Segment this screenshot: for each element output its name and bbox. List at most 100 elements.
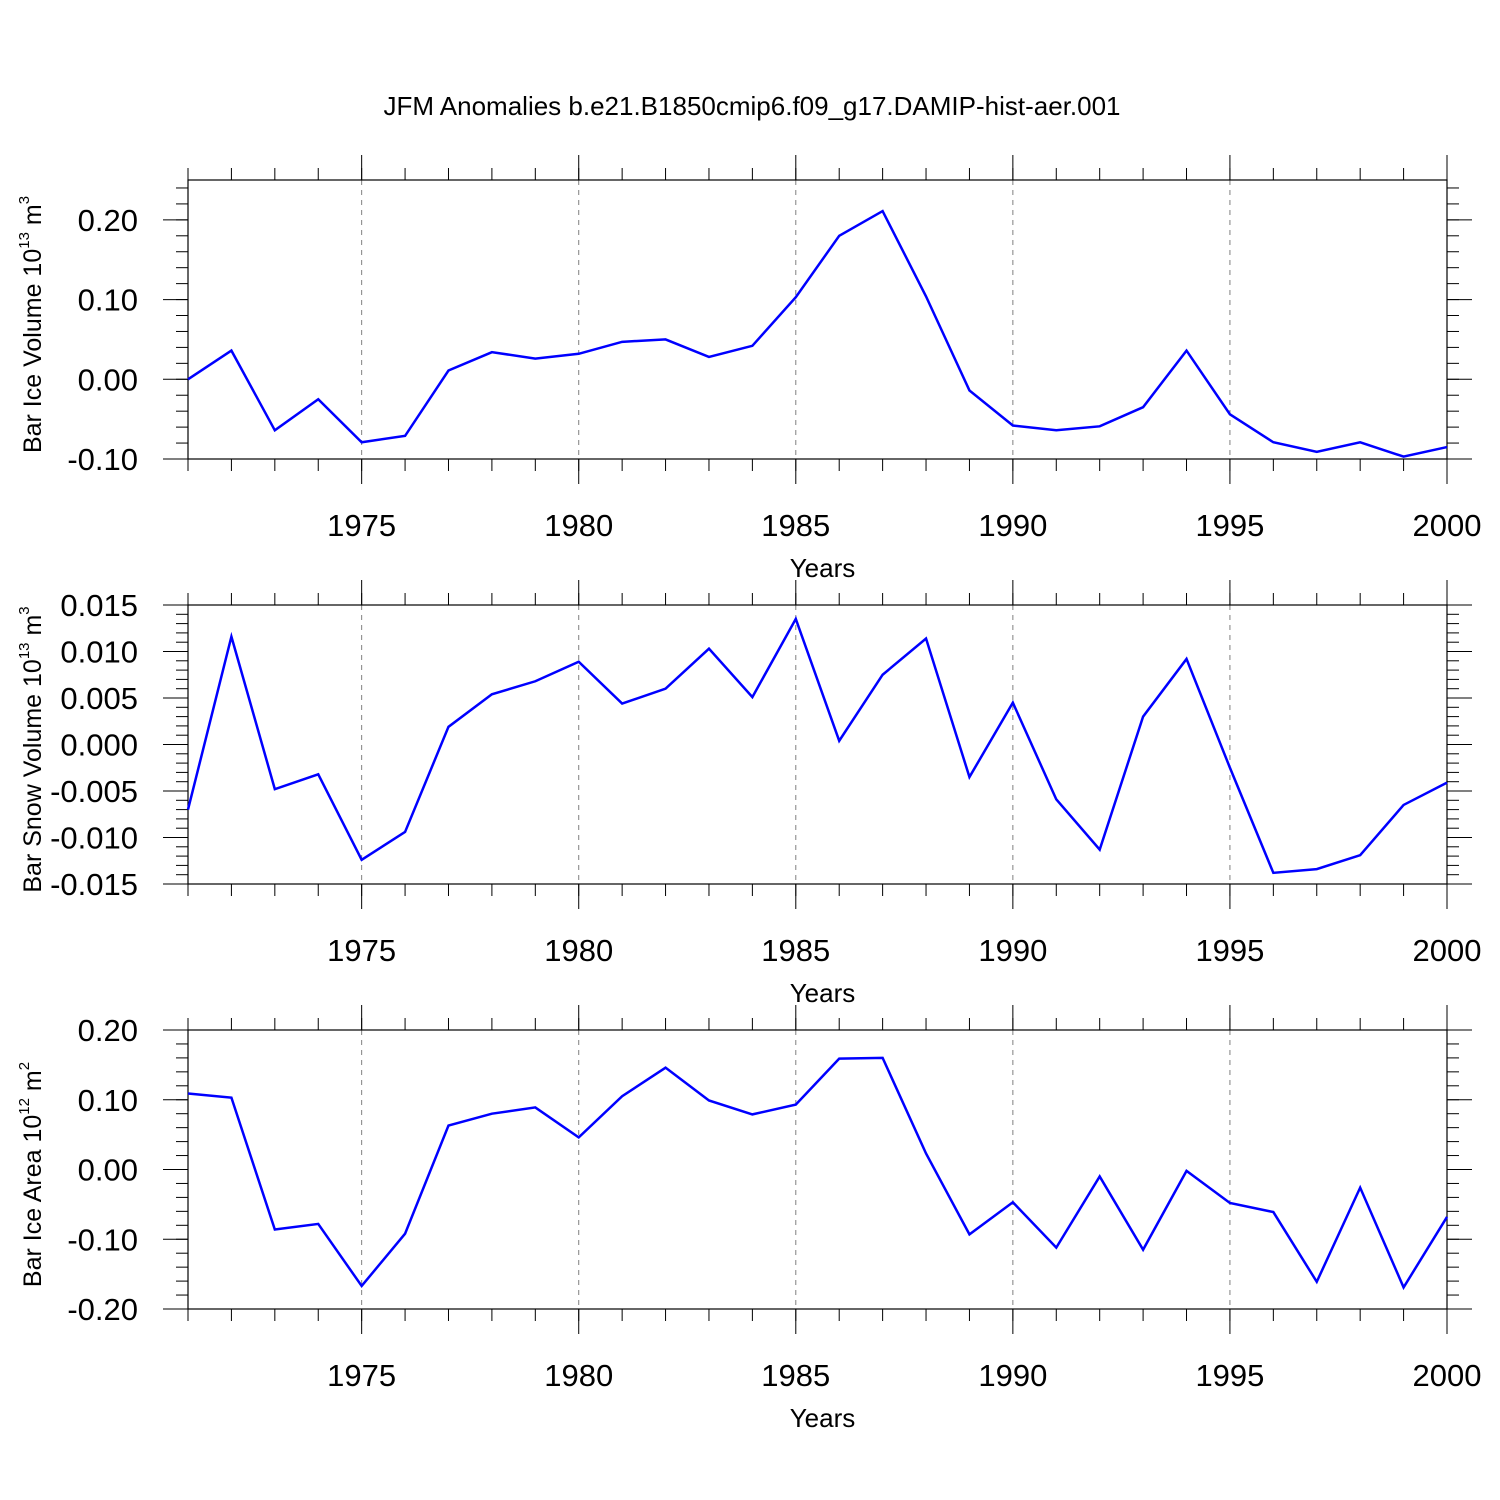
y-axis-label-exponent: 13 xyxy=(16,642,33,659)
x-axis-label: Years xyxy=(790,978,856,1008)
data-point xyxy=(1315,867,1319,871)
data-point xyxy=(1402,803,1406,807)
data-point xyxy=(577,1135,581,1139)
data-point xyxy=(1445,1215,1449,1219)
x-tick-label: 1985 xyxy=(761,508,830,543)
y-tick-label: 0.00 xyxy=(78,1153,138,1188)
data-point xyxy=(186,377,190,381)
data-point xyxy=(1011,424,1015,428)
data-point xyxy=(1358,853,1362,857)
y-axis-label: Bar Snow Volume 1013 m3 xyxy=(16,606,47,892)
y-tick-label: -0.015 xyxy=(50,867,138,902)
data-point xyxy=(533,679,537,683)
data-point xyxy=(1228,412,1232,416)
x-tick-label: 1995 xyxy=(1195,508,1264,543)
x-tick-label: 2000 xyxy=(1413,933,1482,968)
data-point xyxy=(707,1098,711,1102)
data-point xyxy=(750,695,754,699)
data-point xyxy=(750,1112,754,1116)
data-point xyxy=(620,340,624,344)
panel-snow-volume: -0.015 -0.010 -0.005 0.000 0.005 0.010 0.015 1… xyxy=(16,580,1481,1008)
y-tick-label: -0.10 xyxy=(67,1222,138,1257)
data-point xyxy=(1141,715,1145,719)
data-point xyxy=(360,1284,364,1288)
y-tick-label: 0.005 xyxy=(60,681,138,716)
data-point xyxy=(794,617,798,621)
data-point xyxy=(1402,455,1406,459)
data-point xyxy=(533,1105,537,1109)
data-point xyxy=(620,1094,624,1098)
data-point xyxy=(837,234,841,238)
data-point xyxy=(1054,428,1058,432)
data-point xyxy=(1271,871,1275,875)
data-point xyxy=(1315,1280,1319,1284)
data-point xyxy=(881,673,885,677)
data-point xyxy=(1185,349,1189,353)
panel-ice-volume: -0.10 0.00 0.10 0.20 1975 1980 1985 1990 1995 20… xyxy=(16,155,1481,583)
data-point xyxy=(1271,440,1275,444)
y-tick-label: 0.20 xyxy=(78,203,138,238)
chart-title: JFM Anomalies b.e21.B1850cmip6.f09_g17.D… xyxy=(383,91,1120,121)
x-tick-label: 1990 xyxy=(978,933,1047,968)
plot-frame xyxy=(187,179,1448,460)
data-point xyxy=(533,357,537,361)
data-point xyxy=(1358,1186,1362,1190)
data-point xyxy=(360,440,364,444)
x-tick-label: 1990 xyxy=(978,1358,1047,1393)
y-tick-label: 0.010 xyxy=(60,635,138,670)
y-axis-label-unit-exponent: 3 xyxy=(16,606,33,614)
x-tick-label: 1990 xyxy=(978,508,1047,543)
data-point xyxy=(446,369,450,373)
y-axis-label-exponent: 13 xyxy=(16,232,33,249)
data-point xyxy=(1315,450,1319,454)
x-tick-label: 1975 xyxy=(327,508,396,543)
data-point xyxy=(1445,445,1449,449)
data-point xyxy=(1054,1246,1058,1250)
data-point xyxy=(273,1227,277,1231)
data-point xyxy=(1228,766,1232,770)
data-point xyxy=(1098,1174,1102,1178)
data-point xyxy=(1011,701,1015,705)
series-line xyxy=(187,209,1448,458)
data-point xyxy=(186,1091,190,1095)
data-point xyxy=(967,1232,971,1236)
data-point xyxy=(837,739,841,743)
x-tick-label: 1985 xyxy=(761,933,830,968)
data-point xyxy=(490,350,494,354)
data-point xyxy=(1098,848,1102,852)
data-point xyxy=(1271,1210,1275,1214)
y-axis-label-unit: m xyxy=(19,1070,47,1098)
data-point xyxy=(924,1151,928,1155)
x-tick-label: 1980 xyxy=(544,933,613,968)
data-point xyxy=(273,428,277,432)
x-tick-label: 1980 xyxy=(544,508,613,543)
y-tick-label: 0.10 xyxy=(78,1083,138,1118)
y-tick-label: 0.20 xyxy=(78,1013,138,1048)
data-point xyxy=(316,772,320,776)
y-axis-label-unit: m xyxy=(19,204,47,232)
y-tick-label: 0.10 xyxy=(78,283,138,318)
y-axis-label-unit: m xyxy=(19,615,47,643)
data-point xyxy=(1141,1248,1145,1252)
data-point xyxy=(229,635,233,639)
y-axis-label-exponent: 12 xyxy=(16,1098,33,1115)
series-line xyxy=(186,615,1448,875)
data-point xyxy=(316,1222,320,1226)
data-point xyxy=(403,1232,407,1236)
y-axis-label: Bar Ice Volume 1013 m3 xyxy=(16,196,47,453)
data-point xyxy=(1011,1200,1015,1204)
data-point xyxy=(967,775,971,779)
data-point xyxy=(490,1112,494,1116)
y-tick-label: 0.015 xyxy=(60,588,138,623)
y-axis-label-unit-exponent: 2 xyxy=(16,1062,33,1070)
y-tick-label: -0.005 xyxy=(50,774,138,809)
data-point xyxy=(924,294,928,298)
data-point xyxy=(1185,1169,1189,1173)
data-point xyxy=(794,1103,798,1107)
y-axis-label: Bar Ice Area 1012 m2 xyxy=(16,1062,47,1287)
x-tick-label: 1985 xyxy=(761,1358,830,1393)
x-tick-label: 1975 xyxy=(327,933,396,968)
data-point xyxy=(1228,1201,1232,1205)
y-axis-label-text: Bar Ice Area 10 xyxy=(19,1115,47,1287)
